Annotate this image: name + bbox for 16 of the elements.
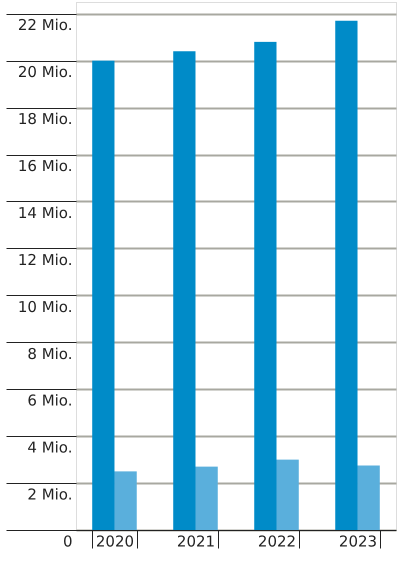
- y-tick-label: 0: [62, 532, 72, 550]
- y-tick-label: 20 Mio.: [18, 63, 72, 82]
- x-tick-label: 2023: [338, 532, 378, 550]
- y-tick-label: 6 Mio.: [27, 392, 72, 410]
- y-tick-label: 22 Mio.: [18, 16, 72, 34]
- y-tick-label: 18 Mio.: [18, 110, 72, 128]
- y-tick-label: 14 Mio.: [18, 204, 72, 222]
- y-tick-label: 8 Mio.: [27, 344, 72, 363]
- y-tick-label: 10 Mio.: [18, 298, 72, 316]
- y-tick-label: 4 Mio.: [27, 438, 72, 457]
- y-tick-label: 16 Mio.: [18, 157, 72, 176]
- x-tick-label: 2021: [176, 532, 216, 550]
- y-tick-label: 12 Mio.: [18, 250, 72, 269]
- x-tick-label: 2022: [258, 532, 296, 550]
- y-tick-label: 2 Mio.: [27, 486, 72, 504]
- x-tick-label: 2020: [96, 532, 134, 550]
